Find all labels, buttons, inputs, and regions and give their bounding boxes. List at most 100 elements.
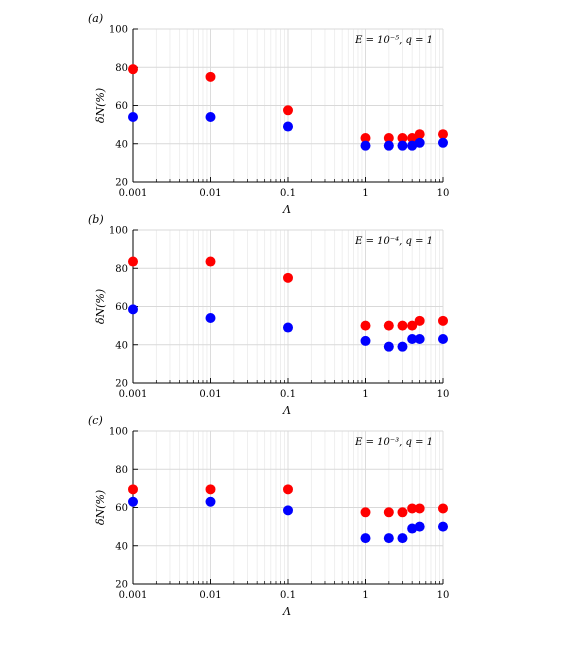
x-tick-label: 0.001 [119, 590, 148, 601]
x-axis-label: Λ [282, 404, 291, 417]
y-tick-label: 20 [115, 580, 128, 591]
data-point-series-2 [283, 505, 293, 516]
data-point-series-1 [397, 507, 408, 518]
x-tick-label: 10 [437, 389, 450, 400]
y-tick-label: 20 [115, 379, 128, 390]
data-point-series-2 [414, 521, 425, 532]
data-point-series-2 [128, 111, 138, 122]
parameter-annotation: E = 10⁻⁴, q = 1 [354, 236, 433, 247]
data-point-series-2 [283, 322, 293, 333]
data-point-series-2 [414, 334, 425, 345]
panel-label: (a) [88, 12, 103, 25]
y-tick-label: 60 [115, 101, 128, 112]
data-point-series-1 [383, 133, 394, 144]
data-point-series-1 [360, 320, 371, 331]
data-point-series-1 [128, 484, 138, 495]
data-point-series-1 [407, 503, 418, 514]
y-tick-label: 40 [115, 541, 128, 552]
data-point-series-1 [414, 503, 425, 514]
data-point-series-2 [360, 140, 371, 151]
data-point-series-2 [397, 140, 408, 151]
data-point-series-2 [438, 137, 448, 148]
y-tick-label: 100 [109, 226, 128, 237]
data-point-series-2 [438, 521, 448, 532]
data-point-series-1 [407, 133, 418, 144]
chart-panel-3: 0.001 0.01 0.1 1 10 20 40 60 80 100 ΛδN(%) (c) E = 1… [88, 414, 449, 618]
x-tick-label: 0.01 [199, 389, 221, 400]
x-tick-label: 0.1 [280, 188, 296, 199]
data-point-series-1 [205, 71, 216, 82]
chart-panel-1: 0.001 0.01 0.1 1 10 20 40 60 80 100 ΛδN(%) (a) E = 1… [88, 12, 449, 216]
data-point-series-1 [360, 133, 371, 144]
data-point-series-2 [438, 334, 448, 345]
x-tick-label: 0.1 [280, 590, 296, 601]
data-point-series-2 [128, 496, 138, 507]
x-tick-label: 1 [362, 590, 368, 601]
chart-panel-2: 0.001 0.01 0.1 1 10 20 40 60 80 100 ΛδN(%) (b) E = 1… [88, 213, 449, 417]
data-point-series-1 [128, 256, 138, 267]
data-point-series-2 [407, 334, 418, 345]
data-point-series-2 [128, 304, 138, 315]
data-point-series-2 [383, 341, 394, 352]
data-point-series-2 [283, 121, 293, 132]
x-tick-label: 0.01 [199, 590, 221, 601]
data-point-series-1 [397, 320, 408, 331]
data-point-series-1 [383, 320, 394, 331]
x-tick-label: 0.01 [199, 188, 221, 199]
y-axis-label: δN(%) [94, 490, 107, 525]
y-tick-label: 60 [115, 302, 128, 313]
data-point-series-1 [397, 133, 408, 144]
y-tick-label: 80 [115, 63, 128, 74]
data-point-series-1 [283, 484, 293, 495]
y-tick-label: 40 [115, 139, 128, 150]
panel-label: (c) [88, 414, 103, 427]
data-point-series-2 [407, 523, 418, 534]
data-point-series-1 [414, 315, 425, 326]
data-point-series-2 [397, 341, 408, 352]
x-axis-label: Λ [282, 203, 291, 216]
data-point-series-2 [397, 533, 408, 544]
x-tick-label: 10 [437, 188, 450, 199]
x-tick-label: 1 [362, 188, 368, 199]
y-tick-label: 20 [115, 178, 128, 189]
x-tick-label: 10 [437, 590, 450, 601]
data-point-series-1 [283, 105, 293, 116]
data-point-series-2 [360, 335, 371, 346]
data-point-series-1 [438, 315, 448, 326]
data-point-series-1 [438, 503, 448, 514]
data-point-series-1 [283, 272, 293, 283]
panel-label: (b) [88, 213, 104, 226]
data-point-series-1 [128, 64, 138, 75]
data-point-series-2 [205, 111, 216, 122]
parameter-annotation: E = 10⁻³, q = 1 [354, 437, 433, 448]
y-tick-label: 40 [115, 340, 128, 351]
x-tick-label: 0.1 [280, 389, 296, 400]
data-point-series-1 [205, 256, 216, 267]
data-point-series-1 [414, 129, 425, 140]
data-point-series-1 [383, 507, 394, 518]
data-point-series-1 [360, 507, 371, 518]
data-point-series-2 [360, 533, 371, 544]
data-point-series-1 [205, 484, 216, 495]
x-tick-label: 1 [362, 389, 368, 400]
data-point-series-1 [407, 320, 418, 331]
y-tick-label: 100 [109, 25, 128, 36]
data-point-series-2 [383, 533, 394, 544]
y-tick-label: 80 [115, 465, 128, 476]
y-tick-label: 100 [109, 427, 128, 438]
y-tick-label: 80 [115, 264, 128, 275]
y-axis-label: δN(%) [94, 289, 107, 324]
y-tick-label: 60 [115, 503, 128, 514]
data-point-series-2 [383, 140, 394, 151]
x-axis-label: Λ [282, 605, 291, 618]
data-point-series-2 [414, 137, 425, 148]
y-axis-label: δN(%) [94, 88, 107, 123]
data-point-series-1 [438, 129, 448, 140]
parameter-annotation: E = 10⁻⁵, q = 1 [354, 35, 433, 46]
data-point-series-2 [407, 140, 418, 151]
data-point-series-2 [205, 312, 216, 323]
data-point-series-2 [205, 496, 216, 507]
x-tick-label: 0.001 [119, 188, 148, 199]
x-tick-label: 0.001 [119, 389, 148, 400]
